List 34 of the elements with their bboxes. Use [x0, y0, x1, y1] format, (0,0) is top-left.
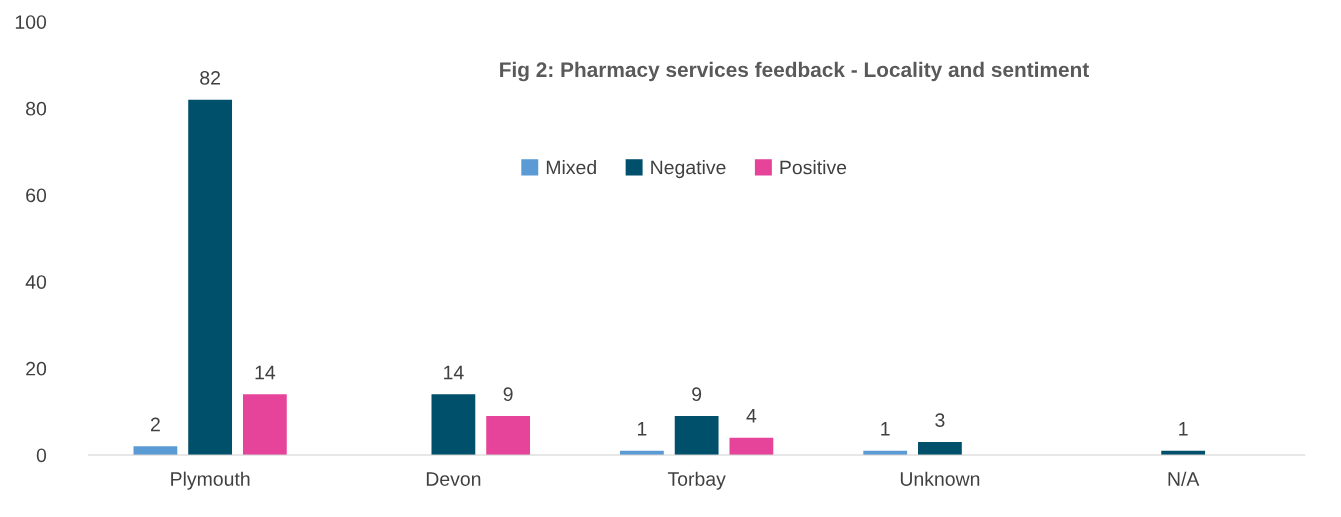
bar: [133, 446, 178, 455]
text: Fig 2: Pharmacy services feedback - Locality and sentiment: [500, 61, 1089, 82]
bar: [674, 415, 719, 455]
y-tick-label: 40: [25, 275, 47, 289]
data-label: 9: [692, 387, 702, 402]
data-label: 9: [503, 387, 513, 402]
legend-label: Mixed: [546, 160, 596, 175]
data-label: 14: [255, 365, 276, 380]
bar: [729, 437, 774, 455]
legend-label: Negative: [651, 160, 726, 179]
x-tick-label: Unknown: [900, 471, 980, 486]
data-label: 82: [200, 70, 220, 85]
data-label: 2: [150, 417, 160, 432]
y-tick-label: 100: [15, 15, 47, 29]
y-tick-label: 80: [26, 101, 47, 116]
bar: [242, 394, 287, 455]
data-label: 1: [1179, 422, 1188, 436]
y-tick-label: 0: [36, 448, 47, 463]
data-label: 1: [637, 422, 647, 436]
bar: [486, 415, 531, 455]
y-tick-label: 20: [26, 361, 47, 376]
legend-label: Positive: [780, 160, 847, 175]
x-tick-label: Plymouth: [171, 471, 250, 490]
data-label: 1: [881, 422, 890, 436]
data-label: 3: [935, 413, 945, 428]
bar: [918, 441, 962, 455]
x-tick-label: N/A: [1168, 471, 1200, 486]
x-tick-label: Devon: [426, 472, 481, 486]
data-label: 4: [746, 409, 757, 423]
y-tick-label: 60: [26, 188, 47, 203]
data-label: 14: [444, 365, 464, 380]
bar: [188, 99, 233, 455]
x-tick-label: Torbay: [667, 471, 726, 490]
bar: [431, 394, 476, 455]
